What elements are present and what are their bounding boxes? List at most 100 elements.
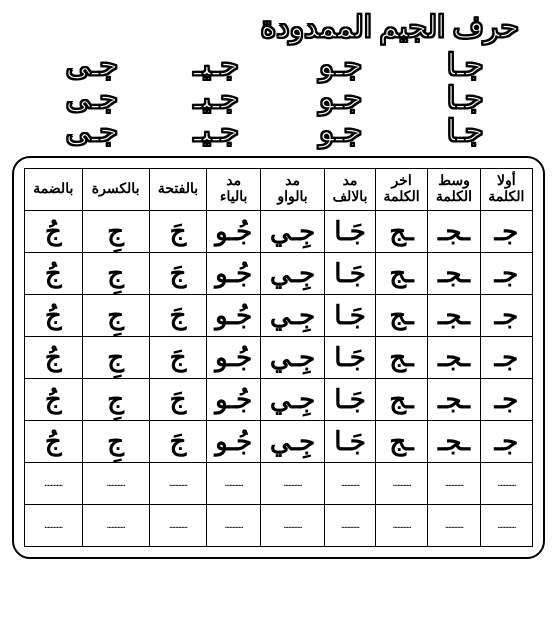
letter-cell: جُ	[25, 211, 83, 253]
top-example-cell: جـا	[403, 82, 527, 115]
table-row: جــجــججَـاجِـيجُـوجَجِجُ	[25, 295, 533, 337]
blank-cell: ............	[149, 463, 207, 505]
letter-cell: جَ	[149, 295, 207, 337]
column-header: مدبالياء	[207, 169, 261, 211]
letter-cell: جـ	[480, 211, 532, 253]
top-example-cell: جـيـ	[154, 115, 278, 148]
letter-cell: جـ	[480, 379, 532, 421]
letter-cell: جَـا	[325, 379, 376, 421]
column-header: مدبالواو	[260, 169, 324, 211]
table-body: جــجــججَـاجِـيجُـوجَجِجُجــجــججَـاجِـي…	[25, 211, 533, 547]
letter-cell: جِ	[82, 295, 149, 337]
letter-cell: جِـي	[260, 295, 324, 337]
table-header-row: أولاالكلمةوسطالكلمةاخرالكلمةمدبالالفمدبا…	[25, 169, 533, 211]
letter-cell: جُ	[25, 379, 83, 421]
top-example-cell: جـيـ	[154, 82, 278, 115]
letter-cell: جُـو	[207, 337, 261, 379]
top-example-cell: جـيـ	[154, 49, 278, 82]
letter-cell: ـج	[375, 421, 427, 463]
letter-cell: جَ	[149, 379, 207, 421]
column-header: بالكسرة	[82, 169, 149, 211]
letter-cell: ـج	[375, 337, 427, 379]
letter-cell: جَ	[149, 253, 207, 295]
letter-cell: جـ	[480, 253, 532, 295]
letter-cell: ـج	[375, 253, 427, 295]
letter-cell: جَ	[149, 211, 207, 253]
letter-cell: جـ	[480, 421, 532, 463]
letter-cell: جِ	[82, 211, 149, 253]
blank-cell: ............	[260, 505, 324, 547]
letter-cell: ـجـ	[428, 295, 480, 337]
letter-cell: جـ	[480, 337, 532, 379]
table-row: جــجــججَـاجِـيجُـوجَجِجُ	[25, 379, 533, 421]
letter-cell: جِـي	[260, 337, 324, 379]
blank-cell: ............	[260, 463, 324, 505]
letter-cell: جِ	[82, 337, 149, 379]
table-row: ........................................…	[25, 463, 533, 505]
blank-cell: ............	[480, 463, 532, 505]
letter-cell: جَـا	[325, 253, 376, 295]
letter-cell: جَ	[149, 421, 207, 463]
table-row: جــجــججَـاجِـيجُـوجَجِجُ	[25, 211, 533, 253]
blank-cell: ............	[325, 463, 376, 505]
blank-cell: ............	[207, 463, 261, 505]
column-header: مدبالالف	[325, 169, 376, 211]
letter-cell: جُ	[25, 253, 83, 295]
table-frame: أولاالكلمةوسطالكلمةاخرالكلمةمدبالالفمدبا…	[12, 156, 545, 559]
top-example-cell: جـى	[30, 49, 154, 82]
letter-cell: ـجـ	[428, 253, 480, 295]
letter-cell: جـ	[480, 295, 532, 337]
letter-cell: جِـي	[260, 253, 324, 295]
top-example-cell: جـا	[403, 115, 527, 148]
column-header: وسطالكلمة	[428, 169, 480, 211]
blank-cell: ............	[207, 505, 261, 547]
top-example-cell: جـى	[30, 115, 154, 148]
letter-cell: جُـو	[207, 421, 261, 463]
letter-cell: جَـا	[325, 421, 376, 463]
letter-cell: جَـا	[325, 295, 376, 337]
letter-cell: ـج	[375, 211, 427, 253]
blank-cell: ............	[25, 505, 83, 547]
blank-cell: ............	[149, 505, 207, 547]
letter-cell: جَ	[149, 337, 207, 379]
letter-cell: جُ	[25, 295, 83, 337]
letter-cell: جِ	[82, 421, 149, 463]
letter-cell: جَـا	[325, 337, 376, 379]
letter-cell: ـج	[375, 379, 427, 421]
top-examples-grid: جـاجـوجـيـجـىجـاجـوجـيـجـىجـاجـوجـيـجـى	[30, 49, 528, 148]
letter-cell: جِ	[82, 253, 149, 295]
column-header: اخرالكلمة	[375, 169, 427, 211]
letter-cell: جُ	[25, 337, 83, 379]
letter-cell: جُـو	[207, 211, 261, 253]
letter-cell: جِـي	[260, 421, 324, 463]
blank-cell: ............	[82, 463, 149, 505]
letter-cell: جُـو	[207, 295, 261, 337]
top-example-cell: جـى	[30, 82, 154, 115]
blank-cell: ............	[82, 505, 149, 547]
table-row: جــجــججَـاجِـيجُـوجَجِجُ	[25, 253, 533, 295]
column-header: أولاالكلمة	[480, 169, 532, 211]
top-example-cell: جـو	[279, 82, 403, 115]
page-title: حرف الجيم الممدودة	[8, 10, 519, 45]
top-example-cell: جـا	[403, 49, 527, 82]
table-row: ........................................…	[25, 505, 533, 547]
letter-table: أولاالكلمةوسطالكلمةاخرالكلمةمدبالالفمدبا…	[24, 168, 533, 547]
letter-cell: ـجـ	[428, 211, 480, 253]
letter-cell: ـجـ	[428, 337, 480, 379]
blank-cell: ............	[325, 505, 376, 547]
letter-cell: جِـي	[260, 379, 324, 421]
letter-cell: جِ	[82, 379, 149, 421]
blank-cell: ............	[428, 463, 480, 505]
letter-cell: ـجـ	[428, 421, 480, 463]
letter-cell: جُـو	[207, 379, 261, 421]
blank-cell: ............	[375, 463, 427, 505]
top-example-cell: جـو	[279, 115, 403, 148]
blank-cell: ............	[428, 505, 480, 547]
letter-cell: ـج	[375, 295, 427, 337]
blank-cell: ............	[375, 505, 427, 547]
blank-cell: ............	[25, 463, 83, 505]
letter-cell: جَـا	[325, 211, 376, 253]
table-row: جــجــججَـاجِـيجُـوجَجِجُ	[25, 421, 533, 463]
letter-cell: جُ	[25, 421, 83, 463]
letter-cell: ـجـ	[428, 379, 480, 421]
